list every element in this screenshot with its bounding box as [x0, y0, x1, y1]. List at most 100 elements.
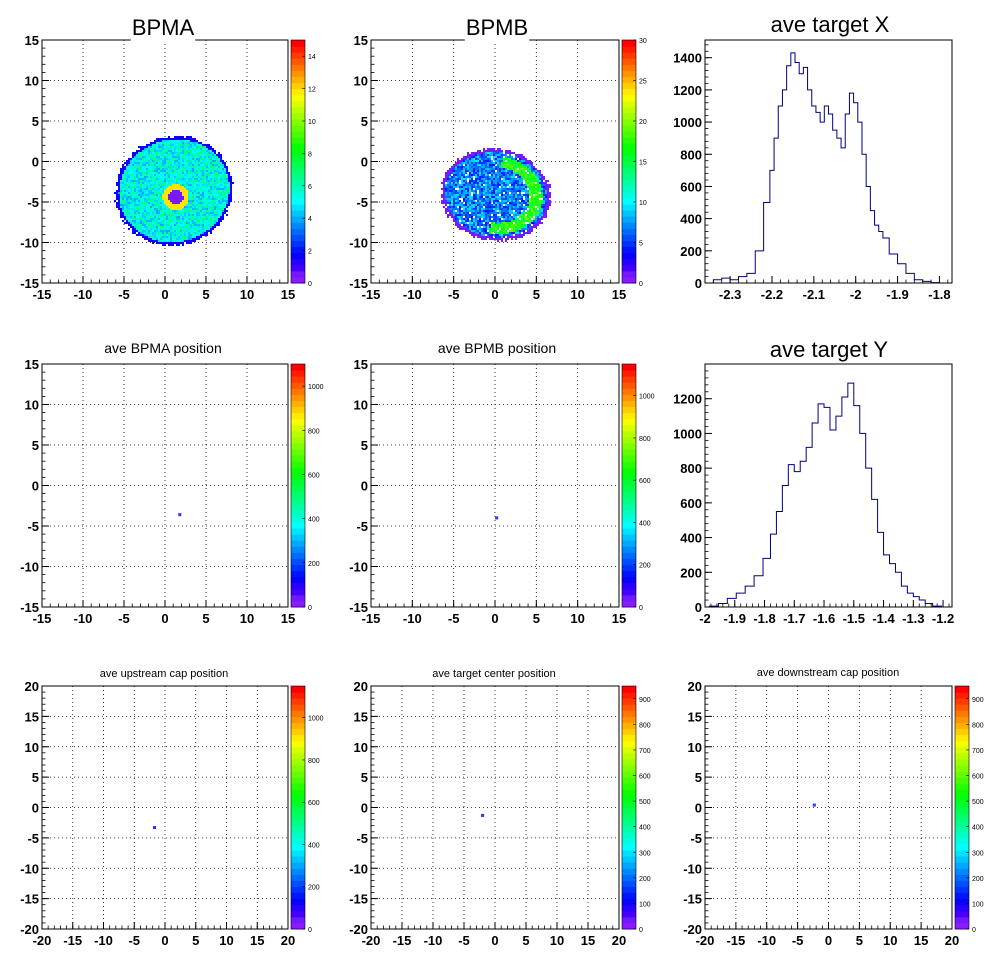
data-cell: [447, 196, 449, 198]
data-cell: [194, 182, 196, 184]
data-cell: [166, 152, 168, 154]
data-cell: [192, 214, 194, 216]
data-cell: [479, 212, 481, 214]
data-cell: [228, 200, 230, 202]
data-cell: [116, 182, 118, 184]
data-cell: [156, 190, 158, 192]
data-cell: [138, 146, 140, 148]
data-cell: [210, 174, 212, 176]
data-cell: [152, 222, 154, 224]
data-cell: [531, 200, 533, 202]
data-cell: [479, 198, 481, 200]
data-cell: [198, 210, 200, 212]
data-cell: [120, 204, 122, 206]
data-cell: [182, 156, 184, 158]
data-cell: [160, 178, 162, 180]
y-tick-label: 15: [25, 33, 39, 48]
data-cell: [517, 166, 519, 168]
plot-area: [705, 40, 952, 283]
data-cell: [499, 192, 501, 194]
data-cell: [489, 196, 491, 198]
data-cell: [202, 212, 204, 214]
data-cell: [154, 200, 156, 202]
data-cell: [176, 226, 178, 228]
data-cell: [469, 222, 471, 224]
data-cell: [445, 200, 447, 202]
data-cell: [503, 212, 505, 214]
data-cell: [172, 174, 174, 176]
data-cell: [114, 192, 116, 194]
data-cell: [527, 206, 529, 208]
data-cell: [485, 226, 487, 228]
data-cell: [204, 214, 206, 216]
data-cell: [515, 184, 517, 186]
data-cell: [136, 206, 138, 208]
data-cell: [156, 166, 158, 168]
data-cell: [459, 208, 461, 210]
data-cell: [521, 172, 523, 174]
data-cell: [206, 222, 208, 224]
data-cell: [222, 162, 224, 164]
color-bar-cell: [622, 131, 636, 138]
data-cell: [186, 176, 188, 178]
data-cell: [487, 164, 489, 166]
data-cell: [152, 144, 154, 146]
data-cell: [507, 212, 509, 214]
data-cell: [176, 160, 178, 162]
data-cell: [513, 232, 515, 234]
data-cell: [160, 146, 162, 148]
data-cell: [202, 164, 204, 166]
data-cell: [489, 180, 491, 182]
data-cell: [493, 212, 495, 214]
data-cell: [453, 204, 455, 206]
data-cell: [499, 150, 501, 152]
data-cell: [509, 152, 511, 154]
data-cell: [469, 174, 471, 176]
data-cell: [134, 196, 136, 198]
data-cell: [511, 234, 513, 236]
data-cell: [220, 208, 222, 210]
data-cell: [467, 166, 469, 168]
data-cell: [513, 168, 515, 170]
data-cell: [495, 172, 497, 174]
color-bar-label: 800: [308, 428, 320, 435]
data-cell: [507, 166, 509, 168]
data-cell: [465, 184, 467, 186]
data-cell: [158, 156, 160, 158]
data-cell: [224, 168, 226, 170]
panel-targetx: -2.3 -2.2 -2.1 -2 -1.9 -1.8020040060080010001…: [673, 8, 953, 302]
data-cell: [527, 212, 529, 214]
data-cell: [166, 188, 168, 190]
data-cell: [517, 180, 519, 182]
data-cell: [200, 190, 202, 192]
data-cell: [188, 200, 190, 202]
data-cell: [164, 204, 166, 206]
data-cell: [206, 188, 208, 190]
data-cell: [503, 190, 505, 192]
data-cell: [491, 176, 493, 178]
data-cell: [525, 198, 527, 200]
data-cell: [224, 210, 226, 212]
data-cell: [176, 244, 178, 246]
data-cell: [196, 236, 198, 238]
data-cell: [463, 160, 465, 162]
data-cell: [196, 158, 198, 160]
data-cell: [140, 160, 142, 162]
data-cell: [186, 170, 188, 172]
data-cell: [170, 232, 172, 234]
data-cell: [148, 156, 150, 158]
color-bar-label: 10: [639, 200, 647, 207]
data-cell: [202, 234, 204, 236]
data-cell: [493, 194, 495, 196]
data-cell: [457, 158, 459, 160]
data-cell: [521, 230, 523, 232]
data-cell: [176, 206, 178, 208]
data-cell: [483, 238, 485, 240]
data-cell: [449, 180, 451, 182]
data-cell: [491, 166, 493, 168]
data-cell: [140, 200, 142, 202]
data-cell: [122, 186, 124, 188]
data-cell: [509, 154, 511, 156]
data-cell: [519, 212, 521, 214]
data-cell: [190, 212, 192, 214]
